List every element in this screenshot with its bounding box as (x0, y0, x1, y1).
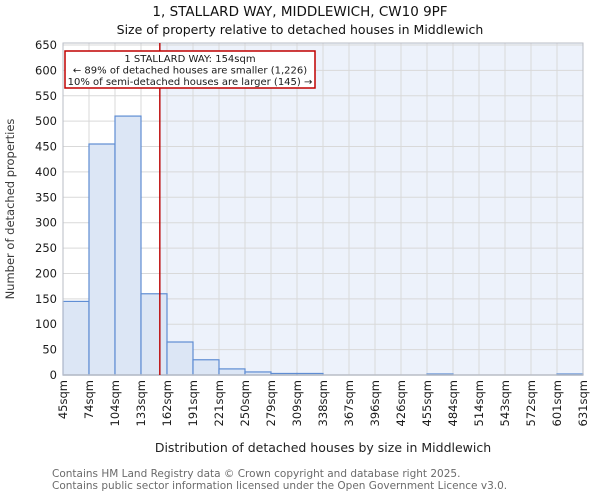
x-axis-tick-label: 396sqm (368, 380, 382, 426)
x-axis-tick-label: 221sqm (212, 380, 226, 426)
y-axis-tick-label: 150 (35, 292, 57, 306)
x-axis-tick-label: 601sqm (550, 380, 564, 426)
x-axis-tick-label: 250sqm (238, 380, 252, 426)
x-axis-tick-label: 367sqm (342, 380, 356, 426)
y-axis-tick-label: 200 (35, 266, 57, 280)
x-axis-tick-label: 543sqm (498, 380, 512, 426)
x-axis-tick-label: 279sqm (264, 380, 278, 426)
x-axis-tick-label: 104sqm (108, 380, 122, 426)
x-axis-tick-label: 484sqm (446, 380, 460, 426)
y-axis-tick-label: 300 (35, 216, 57, 230)
x-axis-tick-label: 514sqm (472, 380, 486, 426)
y-axis-tick-label: 600 (35, 63, 57, 77)
y-axis-tick-label: 50 (42, 343, 57, 357)
annotation-line-1: 1 STALLARD WAY: 154sqm (124, 54, 255, 65)
footer: Contains HM Land Registry data © Crown c… (52, 468, 507, 492)
y-axis-tick-label: 500 (35, 114, 57, 128)
y-axis-tick-label: 350 (35, 190, 57, 204)
histogram-bar (192, 359, 220, 376)
y-axis-tick-label: 0 (50, 368, 57, 382)
annotation-line-2: ← 89% of detached houses are smaller (1,… (73, 66, 307, 77)
x-axis-tick-label: 572sqm (524, 380, 538, 426)
x-axis-tick-label: 455sqm (420, 380, 434, 426)
y-axis-title: Number of detached properties (3, 119, 17, 300)
shaded-region (159, 43, 584, 375)
annotation-line-3: 10% of semi-detached houses are larger (… (68, 77, 313, 88)
footer-line-1: Contains HM Land Registry data © Crown c… (52, 468, 461, 480)
page-subtitle: Size of property relative to detached ho… (116, 22, 484, 37)
y-axis-tick-label: 550 (35, 89, 57, 103)
histogram-bar (218, 368, 246, 376)
histogram-bar (166, 341, 194, 376)
y-axis-tick-label: 450 (35, 140, 57, 154)
histogram-bar (62, 300, 90, 376)
y-axis-tick-label: 100 (35, 317, 57, 331)
histogram-bar (88, 143, 116, 376)
annotation-box (64, 50, 316, 89)
y-axis-tick-label: 250 (35, 241, 57, 255)
x-axis-tick-label: 309sqm (290, 380, 304, 426)
footer-line-2: Contains public sector information licen… (52, 480, 508, 492)
x-axis-tick-label: 631sqm (576, 380, 590, 426)
x-axis-tick-label: 426sqm (394, 380, 408, 426)
x-axis-tick-label: 191sqm (186, 380, 200, 426)
histogram-bar (140, 293, 168, 376)
x-axis-title: Distribution of detached houses by size … (155, 440, 491, 455)
x-axis-tick-label: 74sqm (82, 380, 96, 419)
histogram-bar (114, 115, 142, 376)
page-title: 1, STALLARD WAY, MIDDLEWICH, CW10 9PF (152, 4, 448, 20)
x-axis-tick-label: 133sqm (134, 380, 148, 426)
y-axis-tick-label: 650 (35, 38, 57, 52)
y-axis-tick-label: 400 (35, 165, 57, 179)
x-axis-tick-label: 338sqm (316, 380, 330, 426)
x-axis-tick-label: 45sqm (56, 380, 70, 419)
histogram-chart: 1 STALLARD WAY: 154sqm← 89% of detached … (3, 38, 590, 455)
x-axis-tick-label: 162sqm (160, 380, 174, 426)
